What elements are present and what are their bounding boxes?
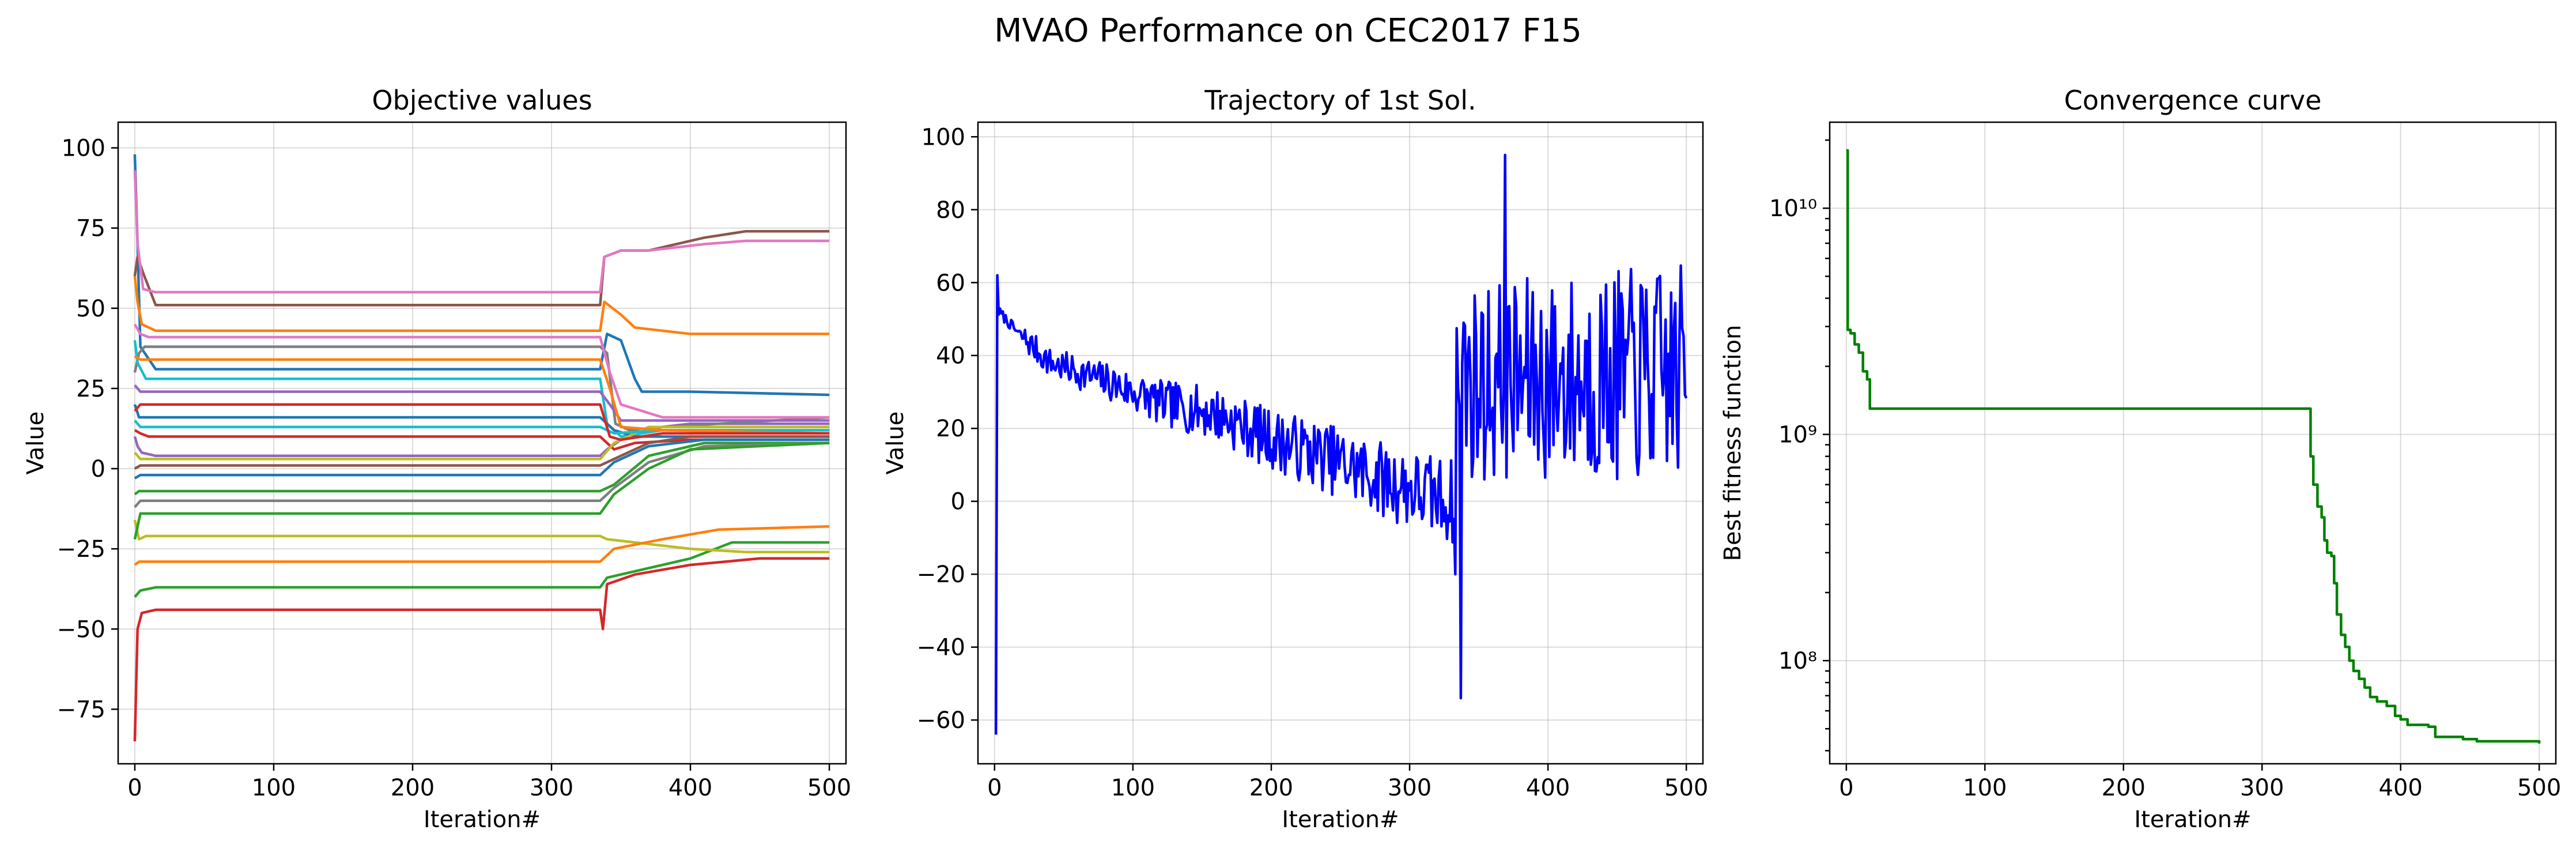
- y-axis-label: Value: [882, 412, 909, 475]
- objective-series-line: [133, 519, 830, 553]
- axes-frame: [977, 121, 1704, 765]
- y-tick-label: −60: [917, 707, 965, 734]
- panel-title: Trajectory of 1st Sol.: [1204, 85, 1476, 116]
- objective-series-line: [134, 438, 830, 480]
- x-tick-label: 200: [391, 775, 435, 801]
- plot-area: [1846, 149, 2541, 744]
- x-tick-label: 0: [1839, 775, 1853, 801]
- objective-series-line: [133, 170, 830, 294]
- y-axis-label: Best fitness function: [1720, 325, 1746, 561]
- objective-values-panel: 0 100 200 300 400 500 −75 −50 −25 0 25 50 75 100 Objec…: [22, 85, 851, 833]
- objective-series-line: [134, 435, 830, 470]
- x-axis-label: Iteration#: [1282, 806, 1399, 833]
- convergence-panel: 0 100 200 300 400 500 10⁸ 10⁹ 10¹⁰ Convergence cu…: [1720, 85, 2561, 833]
- x-tick-label: 500: [2517, 775, 2561, 801]
- x-tick-label: 300: [530, 775, 573, 801]
- x-tick-label: 400: [1526, 775, 1570, 801]
- grid: [1830, 122, 2556, 764]
- trajectory-line: [994, 153, 1688, 735]
- axes-frame: [117, 121, 847, 765]
- x-tick-label: 500: [1664, 775, 1708, 801]
- plot-area: [133, 154, 830, 742]
- y-tick-label: 100: [921, 124, 965, 150]
- x-tick-label: 500: [807, 775, 851, 801]
- objective-series-line: [134, 355, 830, 435]
- convergence-line: [1846, 149, 2541, 744]
- objective-series-line: [134, 541, 830, 598]
- objective-series-line: [134, 525, 830, 566]
- x-tick-label: 200: [1249, 775, 1293, 801]
- y-tick-label: 40: [936, 343, 965, 369]
- y-axis-label: Value: [22, 412, 49, 475]
- objective-series-line: [133, 276, 830, 335]
- x-tick-label: 200: [2102, 775, 2146, 801]
- objective-series-line: [134, 429, 830, 451]
- figure-title: MVAO Performance on CEC2017 F15: [994, 12, 1582, 50]
- trajectory-panel: 0 100 200 300 400 500 −60 −40 −20 0 20 40 60 80 100 Tra…: [882, 85, 1708, 833]
- y-tick-label: −40: [917, 635, 965, 661]
- x-tick-label: 300: [1388, 775, 1431, 801]
- panel-title: Objective values: [372, 85, 592, 116]
- y-tick-label: 80: [936, 197, 965, 224]
- objective-series-line: [133, 442, 830, 540]
- grid: [118, 122, 846, 764]
- objective-series-line: [134, 384, 830, 422]
- y-tick-label: 100: [62, 135, 105, 162]
- x-tick-label: 100: [1111, 775, 1155, 801]
- objective-series-line: [133, 323, 830, 419]
- objective-series-line: [134, 425, 830, 461]
- y-tick-label: −75: [57, 696, 105, 723]
- y-tick-label: 25: [76, 376, 105, 402]
- y-tick-label: −25: [57, 536, 105, 563]
- y-tick-label: 20: [936, 416, 965, 442]
- x-tick-label: 100: [252, 775, 296, 801]
- y-tick-label: −50: [57, 616, 105, 643]
- y-tick-label: 10¹⁰: [1769, 195, 1817, 222]
- x-tick-label: 400: [668, 775, 712, 801]
- objective-series-line: [134, 403, 830, 442]
- x-axis-label: Iteration#: [424, 806, 541, 833]
- objective-series-line: [133, 557, 830, 742]
- y-tick-label: 0: [951, 489, 965, 515]
- y-tick-label: 60: [936, 270, 965, 296]
- axes-frame: [1829, 121, 2557, 765]
- x-tick-label: 300: [2240, 775, 2284, 801]
- panel-title: Convergence curve: [2064, 85, 2322, 116]
- x-tick-label: 0: [127, 775, 142, 801]
- y-tick-label: 50: [76, 296, 105, 322]
- x-axis-label: Iteration#: [2134, 806, 2251, 833]
- y-tick-label: 75: [76, 216, 105, 242]
- x-tick-label: 100: [1963, 775, 2007, 801]
- objective-series-line: [134, 442, 830, 496]
- y-tick-label: 10⁸: [1778, 648, 1817, 674]
- x-tick-label: 0: [987, 775, 1002, 801]
- y-tick-label: 0: [91, 456, 105, 482]
- y-tick-label: 10⁹: [1778, 422, 1817, 448]
- plot-area: [994, 153, 1688, 735]
- y-tick-label: −20: [917, 561, 965, 588]
- x-tick-label: 400: [2379, 775, 2423, 801]
